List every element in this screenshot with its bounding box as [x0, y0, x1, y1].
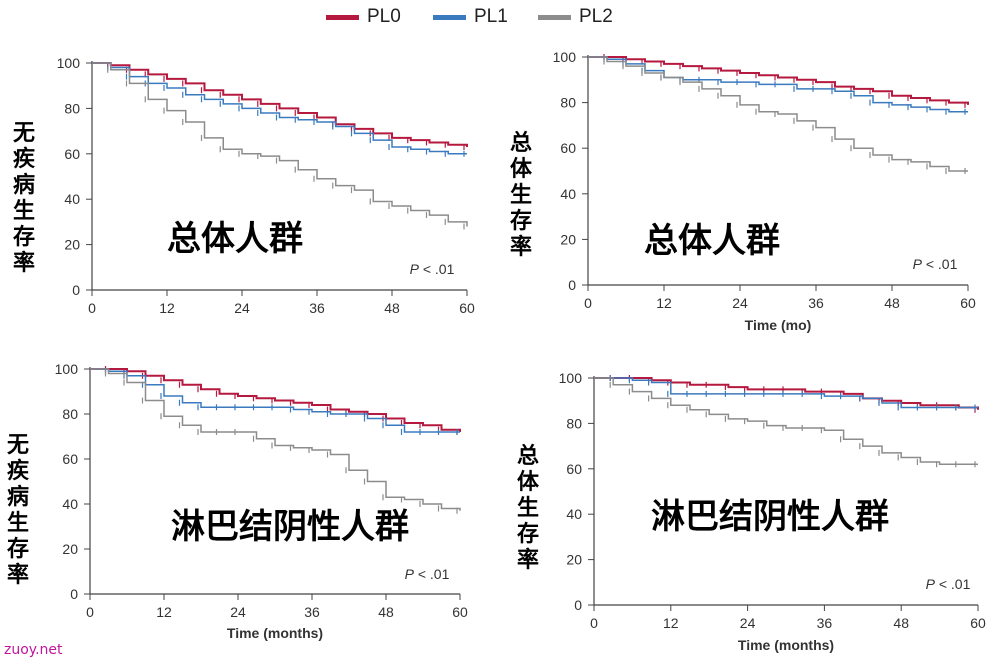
x-tick-label: 24	[230, 604, 246, 620]
chart-panel-2: 0 20 40 60 80 100 0 12 24 36 48 60 总体人群 P < .01 Time (…	[510, 49, 976, 333]
x-tick-label: 24	[732, 295, 748, 311]
y-tick-label: 0	[574, 597, 582, 613]
legend-label-pl2: PL2	[579, 6, 613, 27]
y-tick-label: 60	[560, 140, 576, 156]
series-line-pl2	[92, 62, 468, 227]
series-line-pl0	[92, 62, 468, 147]
x-tick-label: 60	[459, 300, 475, 316]
legend-item-pl2: PL2	[538, 4, 613, 30]
x-tick-label: 0	[584, 295, 592, 311]
series-line-pl1	[594, 377, 978, 409]
legend-label-pl1: PL1	[474, 6, 508, 27]
x-axis-label: Time (months)	[227, 625, 323, 641]
x-tick-label: 60	[452, 604, 468, 620]
y-tick-label: 80	[62, 406, 78, 422]
x-tick-label: 36	[304, 604, 320, 620]
y-axis-label: 无疾病生存率	[7, 433, 29, 588]
x-tick-label: 48	[893, 615, 909, 631]
y-tick-label: 100	[55, 361, 79, 377]
x-tick-label: 0	[86, 604, 94, 620]
x-tick-label: 60	[970, 615, 986, 631]
x-tick-label: 36	[309, 300, 325, 316]
p-value: P < .01	[410, 261, 455, 277]
y-tick-label: 60	[566, 461, 582, 477]
series-line-pl1	[90, 368, 460, 433]
series-line-pl2	[588, 56, 968, 172]
y-axis-label: 无疾病生存率	[13, 121, 35, 276]
y-tick-label: 100	[57, 55, 81, 71]
x-tick-label: 24	[740, 615, 756, 631]
x-tick-label: 12	[156, 604, 172, 620]
y-tick-label: 40	[566, 506, 582, 522]
series-line-pl0	[588, 56, 969, 105]
y-axis-label: 总体生存率	[510, 130, 533, 260]
y-tick-label: 60	[64, 146, 80, 162]
legend-item-pl1: PL1	[433, 4, 508, 30]
x-tick-label: 60	[960, 295, 976, 311]
series-line-pl1	[588, 56, 968, 113]
legend-swatch-pl2	[538, 14, 571, 20]
x-tick-label: 12	[663, 615, 679, 631]
x-tick-label: 12	[159, 300, 175, 316]
y-tick-label: 80	[64, 100, 80, 116]
y-tick-label: 0	[568, 277, 576, 293]
x-tick-label: 48	[384, 300, 400, 316]
y-axis-label: 总体生存率	[517, 443, 540, 573]
y-tick-label: 40	[62, 496, 78, 512]
legend-item-pl0: PL0	[326, 4, 401, 30]
p-value: P < .01	[913, 256, 958, 272]
series-line-pl2	[90, 368, 461, 511]
y-tick-label: 80	[566, 415, 582, 431]
legend: PL0 PL1 PL2	[0, 0, 999, 34]
x-tick-label: 36	[808, 295, 824, 311]
chart-title: 总体人群	[167, 219, 303, 259]
x-tick-label: 24	[234, 300, 250, 316]
legend-swatch-pl0	[326, 14, 359, 20]
x-axis-label: Time (mo)	[745, 317, 812, 333]
x-tick-label: 48	[884, 295, 900, 311]
chart-panel-4: 0 20 40 60 80 100 0 12 24 36 48 60 淋巴结阴性人群 P < .01 Tim…	[517, 370, 986, 653]
chart-panel-1: 0 20 40 60 80 100 0 12 24 36 48 60 总体人群 P < .01 无疾病生存率	[13, 55, 475, 316]
y-tick-label: 60	[62, 451, 78, 467]
y-tick-label: 40	[560, 186, 576, 202]
y-tick-label: 100	[553, 49, 577, 65]
x-tick-label: 0	[590, 615, 598, 631]
series-line-pl0	[594, 377, 979, 410]
x-tick-label: 0	[88, 300, 96, 316]
y-tick-label: 100	[559, 370, 583, 386]
y-tick-label: 20	[560, 231, 576, 247]
p-value: P < .01	[405, 566, 450, 582]
chart-title: 淋巴结阴性人群	[171, 507, 409, 547]
y-tick-label: 20	[64, 237, 80, 253]
x-tick-label: 48	[378, 604, 394, 620]
series-line-pl0	[90, 368, 461, 432]
y-tick-label: 80	[560, 95, 576, 111]
chart-title: 淋巴结阴性人群	[651, 497, 889, 537]
y-tick-label: 40	[64, 191, 80, 207]
watermark: zuoy.net	[4, 642, 63, 658]
chart-title: 总体人群	[644, 221, 780, 261]
y-tick-label: 20	[62, 541, 78, 557]
y-tick-label: 0	[72, 282, 80, 298]
y-tick-label: 20	[566, 552, 582, 568]
series-line-pl2	[594, 377, 978, 466]
legend-label-pl0: PL0	[367, 6, 401, 27]
x-tick-label: 12	[656, 295, 672, 311]
p-value: P < .01	[926, 576, 971, 592]
x-axis-label: Time (months)	[738, 637, 834, 653]
x-tick-label: 36	[817, 615, 833, 631]
y-tick-label: 0	[70, 586, 78, 602]
series-line-pl1	[92, 62, 467, 155]
legend-swatch-pl1	[433, 14, 466, 20]
chart-panel-3: 0 20 40 60 80 100 0 12 24 36 48 60 淋巴结阴性人群 P < .01 Tim…	[7, 361, 468, 641]
